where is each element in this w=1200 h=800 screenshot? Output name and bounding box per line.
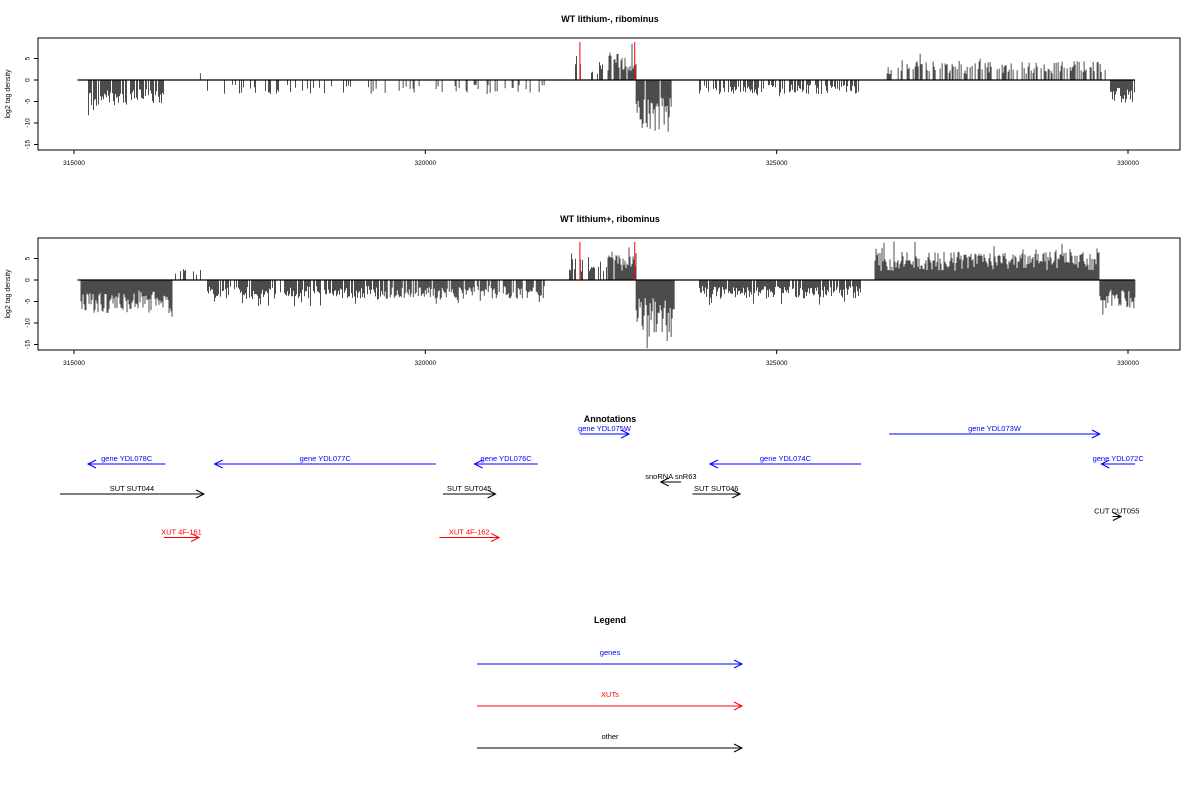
legend-item: other [477,732,744,753]
feature-arrow-head [195,489,206,499]
plot-frame [37,37,1181,151]
y-tick-label: -10 [25,118,32,128]
x-tick-label: 320000 [414,360,436,367]
feature-label: gene YDL075W [578,424,632,433]
y-axis-label: log2 tag density [5,269,12,319]
chart-panel-lithium-minus: WT lithium-, ribominus log2 tag density … [5,14,1181,167]
legend-arrow-head [733,659,744,669]
feature-arrow-head [1091,429,1102,439]
feature-label: gene YDL077C [300,454,352,463]
annotation-feature: gene YDL078C [86,454,166,469]
annotations-panel: Annotations gene YDL078C gene YDL077C gene… [59,414,1145,542]
legend-items: genes XUTs other [477,648,744,753]
x-tick-label: 330000 [1117,160,1139,167]
legend-item: XUTs [477,690,744,711]
legend-label: other [601,732,619,741]
feature-arrow-head [659,477,669,487]
annotation-feature: SUT SUT044 [59,484,206,499]
feature-label: gene YDL073W [968,424,1022,433]
feature-arrow-head [731,489,742,499]
annotation-feature: XUT 4F-162 [439,528,501,542]
legend-label: XUTs [601,690,619,699]
annotation-feature: gene YDL074C [708,454,861,469]
feature-label: gene YDL076C [481,454,533,463]
feature-label: XUT 4F-162 [449,528,490,537]
legend-title: Legend [594,615,626,625]
feature-label: XUT 4F-161 [161,528,202,537]
annotation-feature: XUT 4F-161 [161,528,202,542]
y-tick-label: 5 [25,256,32,260]
feature-label: gene YDL074C [760,454,812,463]
chart-title: WT lithium-, ribominus [561,14,659,24]
y-tick-label: -5 [25,98,32,104]
feature-arrow-head [1100,459,1110,469]
legend-label: genes [600,648,621,657]
legend-item: genes [477,648,744,669]
feature-label: CUT CUT055 [1094,507,1139,516]
annotation-feature: gene YDL072C [1093,454,1145,469]
x-tick-label: 330000 [1117,360,1139,367]
feature-label: gene YDL072C [1093,454,1145,463]
y-tick-label: 0 [25,78,32,82]
legend-arrow-head [733,701,744,711]
annotation-feature: SUT SUT046 [692,484,742,499]
feature-label: SUT SUT044 [110,484,154,493]
feature-arrow-head [213,459,223,469]
y-tick-label: -10 [25,318,32,328]
feature-arrow-head [620,429,631,439]
feature-arrow-head [473,459,483,469]
feature-label: SUT SUT046 [694,484,738,493]
annotation-feature: SUT SUT045 [442,484,497,499]
x-tick-label: 320000 [414,160,436,167]
annotations-title: Annotations [584,414,637,424]
annotation-feature: gene YDL073W [889,424,1102,439]
plot-frame [37,237,1181,351]
legend: Legend genes XUTs other [477,615,744,753]
feature-label: snoRNA snR63 [645,472,696,481]
annotation-features: gene YDL078C gene YDL077C gene YDL076C gene… [59,424,1145,542]
x-tick-label: 315000 [63,160,85,167]
feature-arrow-head [708,459,719,469]
y-tick-label: -15 [25,339,32,349]
feature-arrow-head [1112,512,1123,521]
y-axis-label: log2 tag density [5,69,12,119]
y-tick-label: 5 [25,56,32,60]
axis-ticks: 315000 320000 325000 330000 5 0 -5 -10 -15 [25,256,1140,367]
x-tick-label: 315000 [63,360,85,367]
y-tick-label: -15 [25,139,32,149]
legend-arrow-head [733,743,744,753]
feature-arrow-head [487,489,497,499]
y-tick-label: 0 [25,278,32,282]
feature-label: SUT SUT045 [447,484,491,493]
annotation-feature: gene YDL075W [578,424,632,439]
annotation-feature: gene YDL076C [473,454,538,469]
annotation-feature: CUT CUT055 [1094,507,1139,521]
y-tick-label: -5 [25,298,32,304]
x-tick-label: 325000 [766,360,788,367]
feature-arrow-head [190,533,201,542]
chart-title: WT lithium+, ribominus [560,214,660,224]
x-tick-label: 325000 [766,160,788,167]
feature-label: gene YDL078C [101,454,153,463]
feature-arrow-head [490,533,501,542]
annotation-feature: gene YDL077C [213,454,436,469]
chart-panel-lithium-plus: WT lithium+, ribominus log2 tag density … [5,214,1181,367]
annotation-feature: snoRNA snR63 [645,472,697,487]
feature-arrow-head [86,459,97,469]
bar-marks [77,42,1136,132]
axis-ticks: 315000 320000 325000 330000 5 0 -5 -10 -15 [25,56,1140,167]
bar-marks [77,241,1136,349]
